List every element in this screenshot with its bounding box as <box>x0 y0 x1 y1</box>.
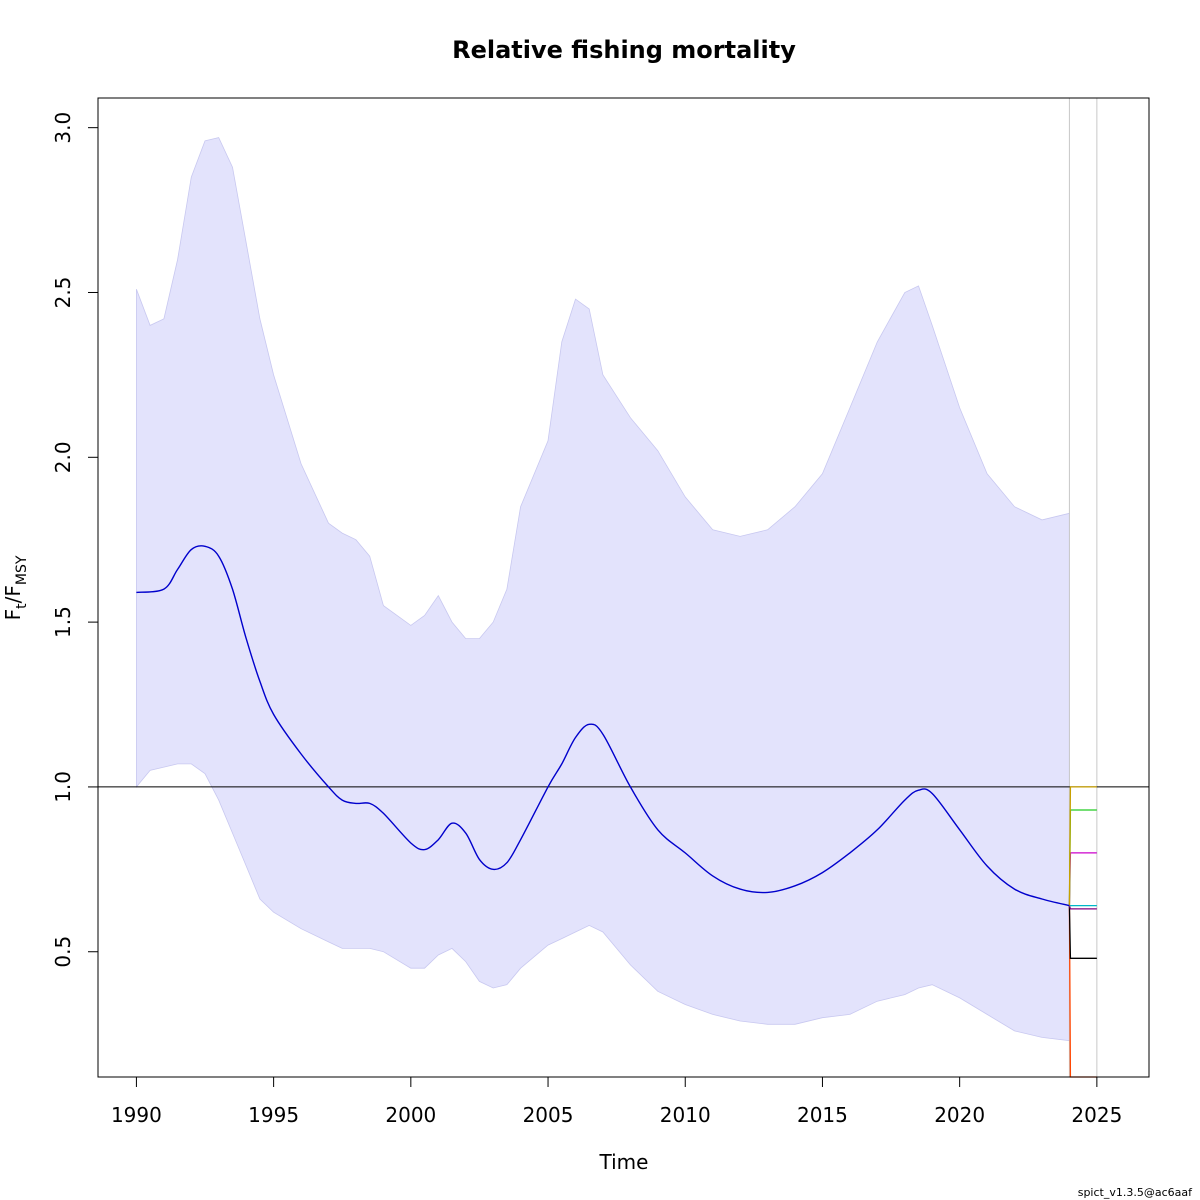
forecast-scenario-6 <box>1068 786 1097 906</box>
x-tick-label: 2015 <box>797 1103 848 1127</box>
x-tick-label: 2005 <box>523 1103 574 1127</box>
forecast-scenario-1 <box>1068 905 1097 959</box>
version-footer: spict_v1.3.5@ac6aaf <box>1078 1186 1193 1199</box>
x-tick-label: 2025 <box>1071 1103 1122 1127</box>
forecast-scenario-2 <box>1068 905 1097 910</box>
x-tick-label: 2010 <box>660 1103 711 1127</box>
x-tick-label: 1995 <box>248 1103 299 1127</box>
plot-area <box>98 98 1149 1078</box>
estimate-line <box>136 545 1070 907</box>
x-axis: 1990 1995 2000 2005 2010 2015 2020 2025 <box>111 1076 1122 1127</box>
x-axis-label: Time <box>599 1150 649 1174</box>
y-tick-label: 2.5 <box>51 277 75 309</box>
x-tick-label: 2000 <box>385 1103 436 1127</box>
y-tick-label: 0.5 <box>51 936 75 968</box>
y-tick-label: 1.5 <box>51 606 75 638</box>
y-axis-label: Ft/FMSY <box>1 555 30 620</box>
y-tick-label: 3.0 <box>51 112 75 144</box>
y-tick-label: 2.0 <box>51 441 75 473</box>
forecast-scenario-5 <box>1068 809 1097 906</box>
confidence-band <box>135 137 1070 1042</box>
y-axis: 0.5 1.0 1.5 2.0 2.5 3.0 <box>51 112 99 968</box>
chart-title: Relative fishing mortality <box>452 36 796 64</box>
forecast-scenario-0 <box>1068 905 1097 1078</box>
x-tick-label: 2020 <box>934 1103 985 1127</box>
x-tick-label: 1990 <box>111 1103 162 1127</box>
y-tick-label: 1.0 <box>51 771 75 803</box>
forecast-scenario-4 <box>1068 852 1097 906</box>
